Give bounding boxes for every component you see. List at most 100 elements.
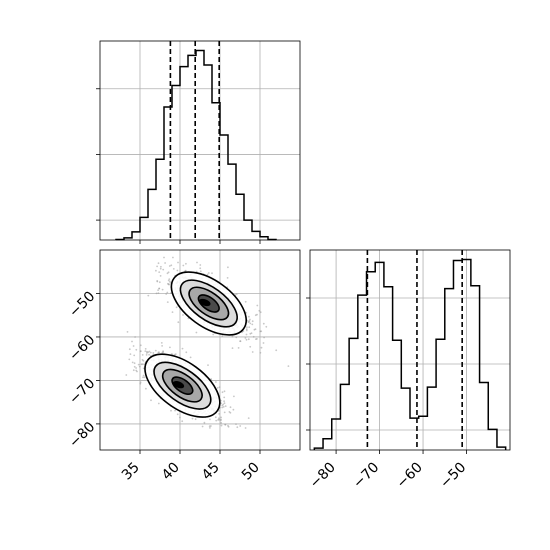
scatter-point bbox=[159, 275, 162, 277]
scatter-point bbox=[210, 425, 212, 427]
scatter-point bbox=[135, 369, 138, 372]
scatter-point bbox=[246, 326, 248, 329]
scatter-point bbox=[263, 336, 265, 339]
scatter-point bbox=[137, 363, 140, 366]
scatter-point bbox=[144, 350, 147, 352]
scatter-point bbox=[143, 376, 146, 379]
scatter-point bbox=[199, 270, 202, 273]
y-tick-label: −70 bbox=[66, 375, 98, 407]
scatter-point bbox=[251, 320, 254, 323]
scatter-point bbox=[166, 301, 169, 303]
scatter-point bbox=[189, 356, 192, 359]
scatter-point bbox=[170, 292, 172, 294]
scatter-point bbox=[157, 402, 160, 405]
scatter-point bbox=[154, 349, 157, 352]
scatter-point bbox=[227, 425, 230, 428]
scatter-point bbox=[148, 353, 151, 356]
scatter-point bbox=[168, 265, 171, 267]
scatter-point bbox=[223, 400, 226, 403]
scatter-point bbox=[262, 322, 265, 325]
scatter-point bbox=[247, 321, 250, 323]
scatter-point bbox=[262, 342, 265, 344]
scatter-point bbox=[207, 272, 210, 274]
scatter-point bbox=[139, 381, 142, 384]
scatter-point bbox=[140, 363, 143, 366]
scatter-point bbox=[228, 411, 231, 413]
scatter-point bbox=[218, 386, 221, 389]
scatter-point bbox=[254, 314, 257, 317]
scatter-point bbox=[131, 340, 133, 343]
scatter-point bbox=[174, 409, 177, 412]
scatter-point bbox=[145, 354, 148, 356]
histogram-x-panel bbox=[96, 40, 301, 244]
scatter-point bbox=[139, 382, 142, 385]
scatter-point bbox=[158, 281, 161, 284]
scatter-point bbox=[256, 304, 259, 307]
scatter-point bbox=[181, 420, 184, 423]
scatter-point bbox=[226, 277, 229, 279]
scatter-point bbox=[219, 419, 222, 422]
x-tick-label: −50 bbox=[437, 460, 469, 492]
scatter-point bbox=[223, 411, 226, 414]
scatter-point bbox=[216, 387, 219, 389]
scatter-point bbox=[224, 423, 227, 426]
scatter-point bbox=[160, 342, 163, 344]
scatter-point bbox=[201, 425, 204, 428]
scatter-point bbox=[166, 272, 169, 275]
scatter-point bbox=[155, 269, 157, 272]
x-tick-label: −80 bbox=[307, 460, 339, 492]
scatter-point bbox=[220, 416, 223, 419]
scatter-point bbox=[251, 323, 254, 326]
scatter-point bbox=[145, 387, 147, 390]
scatter-point bbox=[231, 335, 234, 338]
scatter-point bbox=[199, 267, 202, 270]
scatter-point bbox=[254, 328, 257, 331]
scatter-point bbox=[217, 419, 220, 421]
scatter-point bbox=[221, 335, 224, 337]
scatter-point bbox=[223, 390, 226, 393]
hist-x-frame bbox=[99, 40, 301, 241]
scatter-point bbox=[172, 268, 175, 270]
scatter-point bbox=[144, 348, 147, 350]
scatter-point bbox=[249, 318, 251, 321]
scatter-point bbox=[249, 332, 252, 335]
scatter-point bbox=[169, 281, 172, 284]
scatter-point bbox=[162, 351, 165, 354]
scatter-point bbox=[134, 336, 137, 338]
scatter-point bbox=[207, 364, 209, 366]
scatter-point bbox=[235, 336, 238, 339]
scatter-point bbox=[194, 418, 197, 421]
scatter-point bbox=[217, 417, 220, 420]
y-tick-label: −60 bbox=[66, 332, 98, 364]
scatter-point bbox=[170, 264, 173, 267]
scatter-point bbox=[185, 262, 187, 265]
scatter-point bbox=[239, 425, 242, 427]
x-tick-label: −60 bbox=[394, 460, 426, 492]
scatter-point bbox=[218, 413, 221, 415]
scatter-frame bbox=[99, 249, 301, 451]
scatter-point bbox=[133, 354, 136, 357]
scatter-point bbox=[161, 345, 164, 347]
scatter-point bbox=[175, 306, 178, 309]
scatter-point bbox=[245, 333, 248, 336]
scatter-point bbox=[245, 328, 248, 331]
scatter-point bbox=[248, 326, 251, 329]
scatter-point bbox=[237, 347, 240, 349]
hist-y-steps bbox=[313, 258, 507, 450]
scatter-point bbox=[259, 311, 262, 314]
scatter-point bbox=[155, 292, 158, 295]
scatter-point bbox=[232, 408, 235, 411]
scatter-point bbox=[248, 315, 250, 318]
histogram-y-panel: −80 −70 −60 −50 bbox=[306, 249, 511, 492]
scatter-point bbox=[132, 369, 135, 372]
scatter-point bbox=[249, 345, 252, 348]
y-tick-label: −50 bbox=[66, 289, 98, 321]
scatter-point bbox=[158, 271, 161, 273]
scatter-point bbox=[131, 361, 134, 364]
scatter-point bbox=[164, 262, 167, 264]
scatter-point bbox=[182, 314, 184, 316]
scatter-point bbox=[143, 363, 146, 366]
scatter-point bbox=[245, 338, 248, 341]
scatter-point bbox=[163, 256, 165, 259]
scatter-point bbox=[258, 309, 261, 312]
